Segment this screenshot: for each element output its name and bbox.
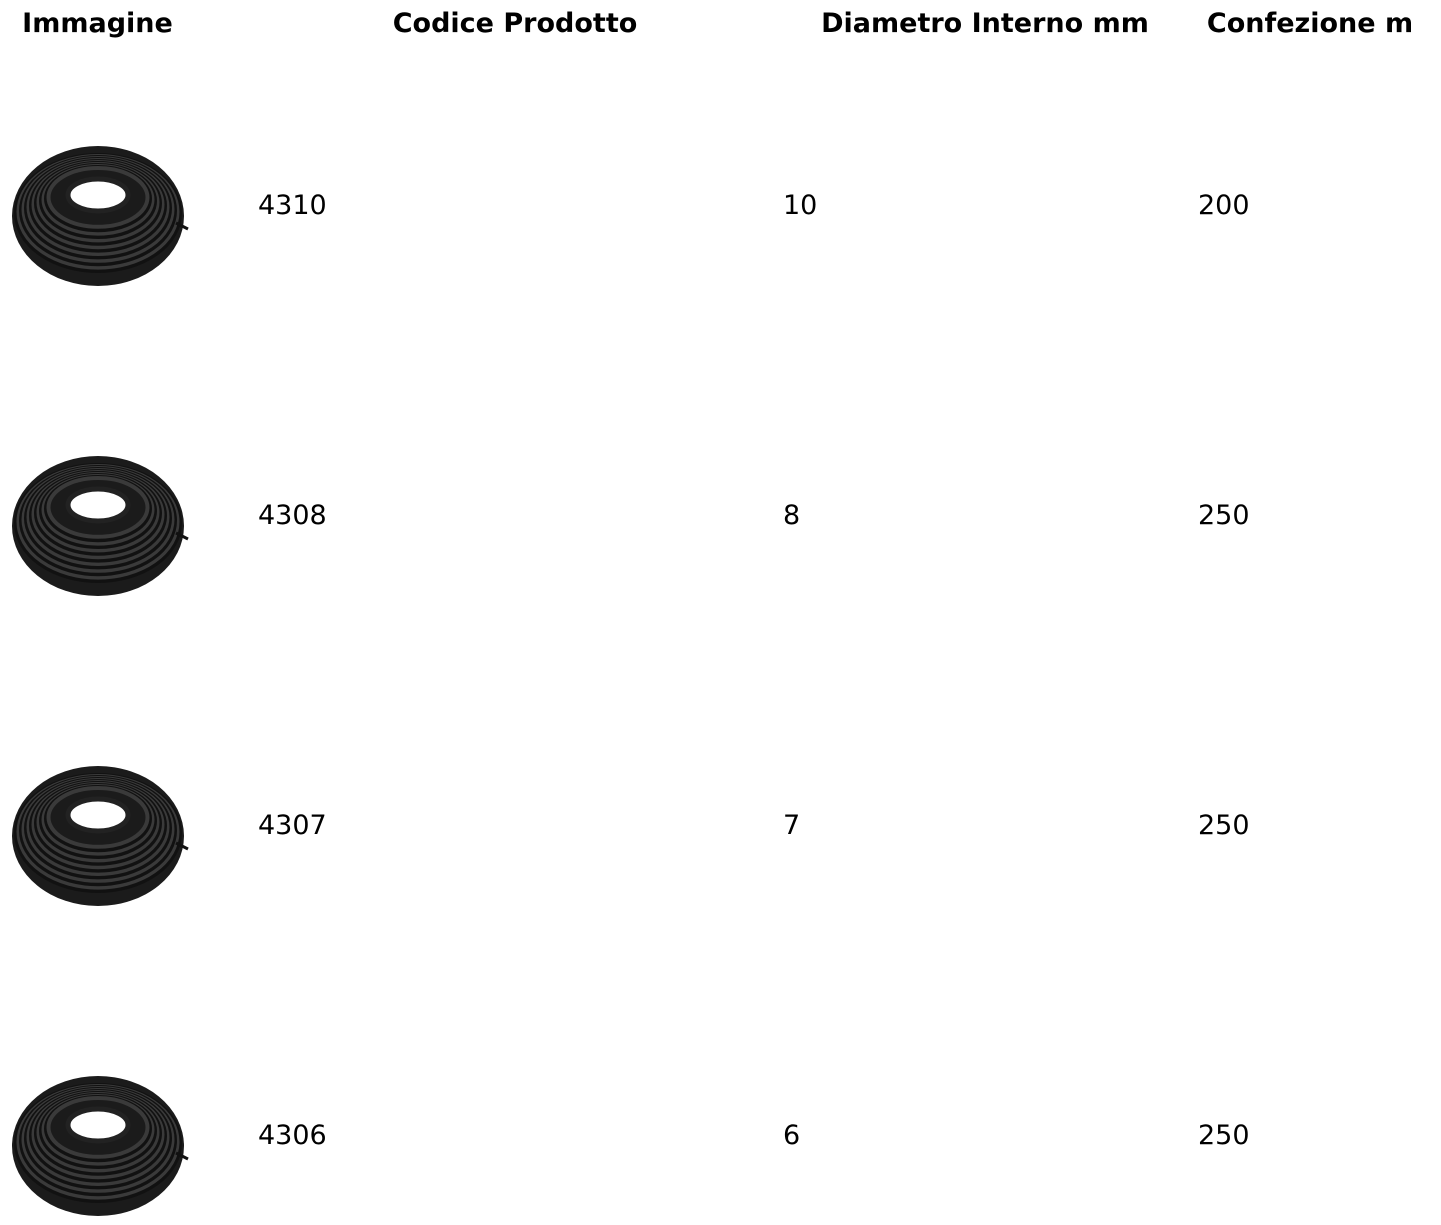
table-cell: 4310 bbox=[258, 190, 327, 221]
header-cell: Confezione m bbox=[1206, 8, 1414, 39]
header-cell: Immagine bbox=[22, 8, 173, 39]
table-cell: 200 bbox=[1198, 190, 1250, 221]
table-cell: 4308 bbox=[258, 500, 327, 531]
table-cell: 10 bbox=[783, 190, 818, 221]
table-cell: 250 bbox=[1198, 810, 1250, 841]
product-image bbox=[8, 1061, 190, 1221]
product-image bbox=[8, 751, 190, 911]
header-cell: Codice Prodotto bbox=[392, 8, 638, 39]
table-cell: 250 bbox=[1198, 500, 1250, 531]
product-image bbox=[8, 441, 190, 601]
table-cell: 4306 bbox=[258, 1120, 327, 1151]
product-image bbox=[8, 131, 190, 291]
table-cell: 8 bbox=[783, 500, 801, 531]
table-cell: 7 bbox=[783, 810, 801, 841]
header-cell: Diametro Interno mm bbox=[821, 8, 1149, 39]
table-cell: 4307 bbox=[258, 810, 327, 841]
table-cell: 6 bbox=[783, 1120, 801, 1151]
table-cell: 250 bbox=[1198, 1120, 1250, 1151]
